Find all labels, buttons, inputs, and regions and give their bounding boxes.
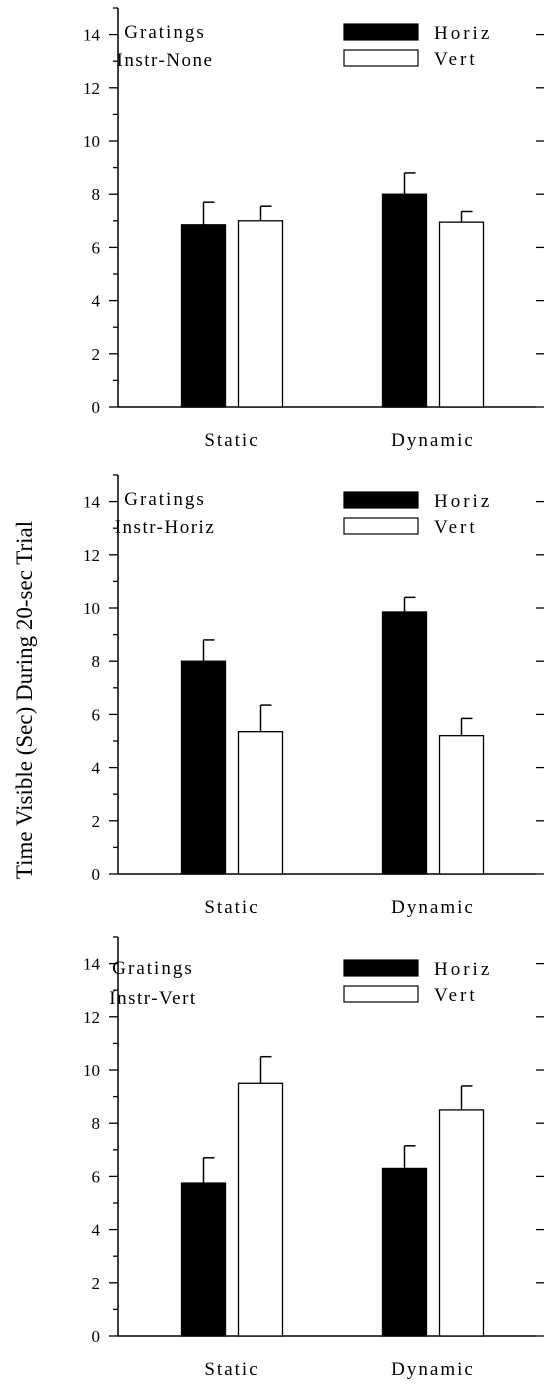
y-axis-label: Time Visible (Sec) During 20-sec Trial [12,521,37,879]
legend-label: Vert [434,985,478,1006]
chart-panel-2: 0 2 4 6 8 10 12 14 Static Dynamic Gratings Instr-Ho… [83,474,544,918]
bar-vert-static [237,220,284,408]
bar-horiz-dynamic [381,611,428,875]
x-tick-label: Static [204,897,259,918]
y-tick-label: 6 [92,1167,101,1186]
y-tick-label: 2 [92,812,101,831]
bar-vert-dynamic [438,735,485,875]
y-tick-label: 0 [92,1327,101,1346]
y-tick-label: 6 [92,238,101,257]
bar-horiz-dynamic [381,1167,428,1337]
y-tick-label: 2 [92,1274,101,1293]
y-tick-label: 14 [83,26,101,45]
panel-annotation: Gratings [112,958,193,979]
panel-annotation: Gratings [124,22,205,43]
y-tick-label: 0 [92,398,101,417]
bar-horiz-static [180,1182,227,1337]
panel-annotation: Instr-None [117,50,214,71]
chart-panel-1: 0 2 4 6 8 10 12 14 Static Dynamic Gratings Instr-No… [83,7,544,451]
y-tick-label: 10 [83,1061,100,1080]
legend-swatch-horiz [343,23,419,41]
bar-vert-dynamic [438,1109,485,1337]
x-tick-label: Dynamic [391,430,475,451]
y-tick-label: 0 [92,865,101,884]
bar-vert-dynamic [438,221,485,408]
legend-label: Horiz [434,23,492,44]
bar-vert-static [237,1082,284,1337]
legend-swatch-vert [343,985,419,1003]
bar-vert-static [237,731,284,875]
bar-horiz-dynamic [381,193,428,408]
y-tick-label: 4 [92,1221,101,1240]
y-tick-label: 14 [83,955,101,974]
y-tick-label: 6 [92,705,101,724]
legend-label: Horiz [434,959,492,980]
y-tick-label: 4 [92,292,101,311]
y-tick-label: 8 [92,1114,101,1133]
y-tick-label: 4 [92,759,101,778]
panel-annotation: Gratings [124,489,205,510]
x-tick-label: Static [204,430,259,451]
x-tick-label: Dynamic [391,1359,475,1380]
legend-swatch-vert [343,49,419,67]
x-tick-label: Static [204,1359,259,1380]
y-tick-label: 10 [83,599,100,618]
bar-horiz-static [180,224,227,408]
y-tick-label: 12 [83,79,100,98]
y-tick-label: 8 [92,185,101,204]
y-tick-label: 14 [83,493,101,512]
legend-swatch-horiz [343,959,419,977]
bar-horiz-static [180,660,227,875]
y-tick-label: 2 [92,345,101,364]
legend-swatch-vert [343,517,419,535]
legend-label: Vert [434,49,478,70]
panel-annotation: Instr-Horiz [115,517,216,538]
legend-label: Vert [434,517,478,538]
y-tick-label: 8 [92,652,101,671]
legend-label: Horiz [434,491,492,512]
y-tick-label: 12 [83,546,100,565]
x-tick-label: Dynamic [391,897,475,918]
legend-swatch-horiz [343,491,419,509]
chart-panel-3: 0 2 4 6 8 10 12 14 Static Dynamic Gratings Instr-Ve… [83,936,544,1380]
y-tick-label: 12 [83,1008,100,1027]
y-tick-label: 10 [83,132,100,151]
panel-annotation: Instr-Vert [109,988,196,1009]
